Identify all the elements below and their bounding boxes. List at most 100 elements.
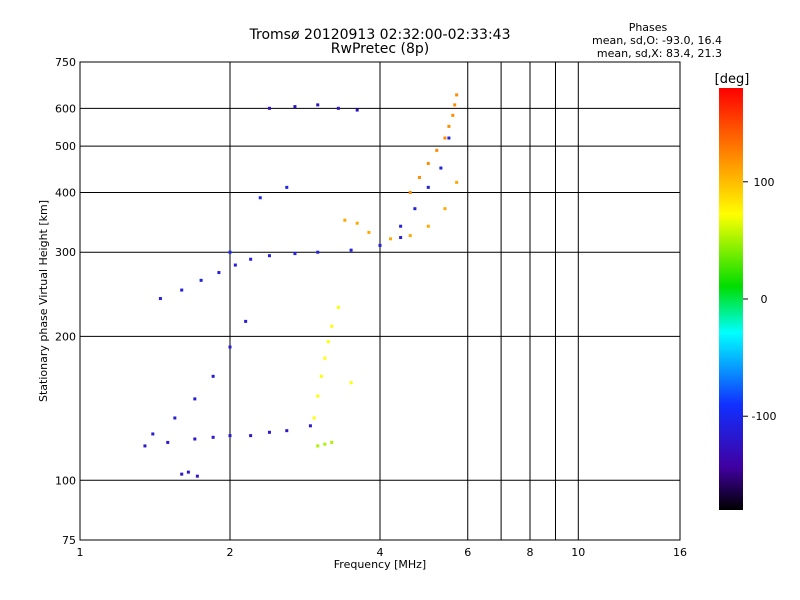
x-tick-label: 6 bbox=[464, 546, 471, 559]
data-point bbox=[267, 106, 271, 110]
data-point bbox=[349, 248, 353, 252]
y-axis-label: Stationary phase Virtual Height [km] bbox=[37, 200, 50, 402]
data-point bbox=[399, 224, 403, 228]
data-point bbox=[195, 474, 199, 478]
data-point bbox=[455, 180, 459, 184]
data-point bbox=[417, 175, 421, 179]
data-point bbox=[426, 185, 430, 189]
data-point bbox=[439, 166, 443, 170]
chart-subtitle: RwPretec (8p) bbox=[331, 41, 429, 57]
data-point bbox=[413, 207, 417, 211]
data-point bbox=[316, 394, 320, 398]
data-point bbox=[447, 136, 451, 140]
data-point bbox=[166, 440, 170, 444]
data-point bbox=[143, 444, 147, 448]
data-point bbox=[426, 224, 430, 228]
data-point bbox=[323, 442, 327, 446]
colorbar-label: [deg] bbox=[715, 72, 750, 87]
x-tick-label: 16 bbox=[673, 546, 687, 559]
data-point bbox=[323, 356, 327, 360]
data-point bbox=[343, 218, 347, 222]
data-point bbox=[199, 278, 203, 282]
colorbar-tick-label: 100 bbox=[754, 176, 775, 189]
data-point bbox=[308, 424, 312, 428]
data-point bbox=[326, 340, 330, 344]
data-point bbox=[151, 432, 155, 436]
y-tick-label: 100 bbox=[55, 474, 76, 487]
x-axis-label: Frequency [MHz] bbox=[334, 558, 426, 571]
y-tick-label: 600 bbox=[55, 102, 76, 115]
data-point bbox=[330, 440, 334, 444]
data-point bbox=[293, 252, 297, 256]
stats-heading: Phases bbox=[629, 21, 668, 34]
data-point bbox=[336, 305, 340, 309]
data-points bbox=[143, 93, 459, 478]
data-point bbox=[180, 288, 184, 292]
y-tick-label: 500 bbox=[55, 140, 76, 153]
chart-title: Tromsø 20120913 02:32:00-02:33:43 bbox=[249, 27, 511, 43]
data-point bbox=[228, 250, 232, 254]
colorbar-ticks: 100 0 -100 bbox=[743, 176, 776, 423]
x-tick-label: 2 bbox=[227, 546, 234, 559]
data-point bbox=[443, 136, 447, 140]
data-point bbox=[316, 103, 320, 107]
colorbar-tick-label: -100 bbox=[752, 410, 777, 423]
y-tick-label: 75 bbox=[62, 534, 76, 547]
data-point bbox=[249, 257, 253, 261]
data-point bbox=[293, 105, 297, 109]
data-point bbox=[336, 106, 340, 110]
data-point bbox=[435, 148, 439, 152]
data-point bbox=[267, 254, 271, 258]
y-tick-label: 750 bbox=[55, 56, 76, 69]
data-point bbox=[447, 124, 451, 128]
grid-lines bbox=[80, 62, 680, 540]
data-point bbox=[228, 345, 232, 349]
data-point bbox=[455, 93, 459, 97]
data-point bbox=[180, 472, 184, 476]
stats-x-mode: mean, sd,X: 83.4, 21.3 bbox=[597, 47, 722, 60]
data-point bbox=[367, 230, 371, 234]
data-point bbox=[211, 374, 215, 378]
data-point bbox=[249, 434, 253, 438]
data-point bbox=[399, 236, 403, 240]
data-point bbox=[186, 470, 190, 474]
data-point bbox=[355, 221, 359, 225]
data-point bbox=[389, 237, 393, 241]
data-point bbox=[330, 324, 334, 328]
y-tick-label: 200 bbox=[55, 330, 76, 343]
data-point bbox=[217, 271, 221, 275]
data-point bbox=[258, 196, 262, 200]
data-point bbox=[173, 416, 177, 420]
data-point bbox=[285, 185, 289, 189]
data-point bbox=[233, 263, 237, 267]
data-point bbox=[408, 190, 412, 194]
data-point bbox=[193, 437, 197, 441]
data-point bbox=[267, 430, 271, 434]
y-tick-label: 400 bbox=[55, 186, 76, 199]
x-tick-label: 1 bbox=[77, 546, 84, 559]
data-point bbox=[408, 234, 412, 238]
data-point bbox=[316, 250, 320, 254]
data-point bbox=[451, 113, 455, 117]
data-point bbox=[285, 429, 289, 433]
data-point bbox=[355, 108, 359, 112]
data-point bbox=[193, 397, 197, 401]
x-axis-ticks: 1 2 4 6 8 10 16 bbox=[77, 546, 688, 559]
x-tick-label: 4 bbox=[377, 546, 384, 559]
colorbar bbox=[719, 88, 743, 510]
data-point bbox=[312, 416, 316, 420]
data-point bbox=[316, 444, 320, 448]
data-point bbox=[426, 161, 430, 165]
data-point bbox=[211, 435, 215, 439]
y-tick-label: 300 bbox=[55, 246, 76, 259]
data-point bbox=[378, 243, 382, 247]
x-tick-label: 10 bbox=[571, 546, 585, 559]
colorbar-tick-label: 0 bbox=[761, 293, 768, 306]
stats-o-mode: mean, sd,O: -93.0, 16.4 bbox=[592, 34, 722, 47]
data-point bbox=[453, 103, 457, 107]
data-point bbox=[158, 297, 162, 301]
y-axis-ticks: 75 100 200 300 400 500 600 750 bbox=[55, 56, 76, 547]
data-point bbox=[443, 207, 447, 211]
